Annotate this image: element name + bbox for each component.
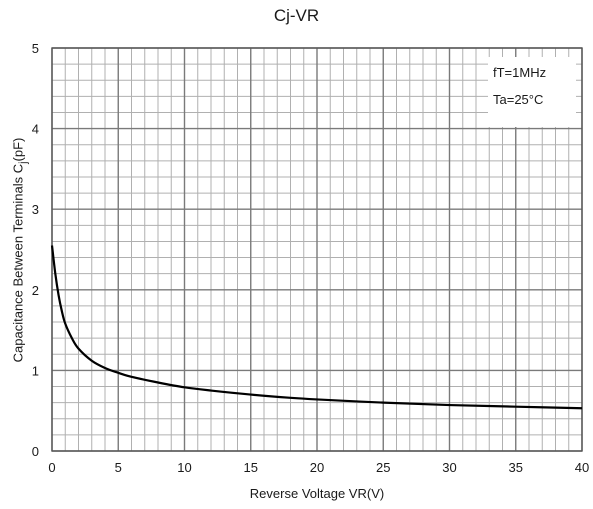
major-grid bbox=[51, 47, 583, 452]
x-tick-label: 40 bbox=[575, 460, 589, 475]
y-tick-label: 1 bbox=[32, 363, 39, 378]
x-tick-label: 35 bbox=[509, 460, 523, 475]
capacitance-curve bbox=[50, 245, 583, 410]
legend-temperature: Ta=25°C bbox=[493, 92, 544, 107]
x-tick-label: 15 bbox=[244, 460, 258, 475]
x-axis-label: Reverse Voltage VR(V) bbox=[249, 486, 385, 501]
y-tick-label: 0 bbox=[32, 444, 39, 459]
legend-frequency: fT=1MHz bbox=[493, 65, 547, 80]
x-tick-label: 0 bbox=[48, 460, 55, 475]
y-tick-label: 5 bbox=[32, 41, 39, 56]
y-tick-label: 2 bbox=[32, 283, 39, 298]
x-tick-label: 5 bbox=[115, 460, 122, 475]
x-tick-labels: 0 5 10 15 20 25 30 35 40 bbox=[48, 460, 589, 475]
series-layer bbox=[50, 245, 583, 410]
conditions-legend: fT=1MHz Ta=25°C bbox=[488, 57, 576, 127]
chart-title: Cj-VR bbox=[273, 6, 320, 25]
y-axis-label: Capacitance Between Terminals Cj(pF) bbox=[11, 138, 30, 363]
y-axis-label-text: Capacitance Between Terminals C bbox=[10, 163, 26, 363]
x-tick-label: 30 bbox=[442, 460, 456, 475]
y-tick-labels: 0 1 2 3 4 5 bbox=[32, 41, 39, 459]
y-axis-label-unit: (pF) bbox=[10, 137, 26, 162]
x-tick-label: 25 bbox=[376, 460, 390, 475]
x-tick-label: 20 bbox=[310, 460, 324, 475]
y-axis-label-subscript: j bbox=[17, 161, 30, 164]
y-tick-label: 3 bbox=[32, 202, 39, 217]
y-tick-label: 4 bbox=[32, 122, 39, 137]
x-tick-label: 10 bbox=[177, 460, 191, 475]
